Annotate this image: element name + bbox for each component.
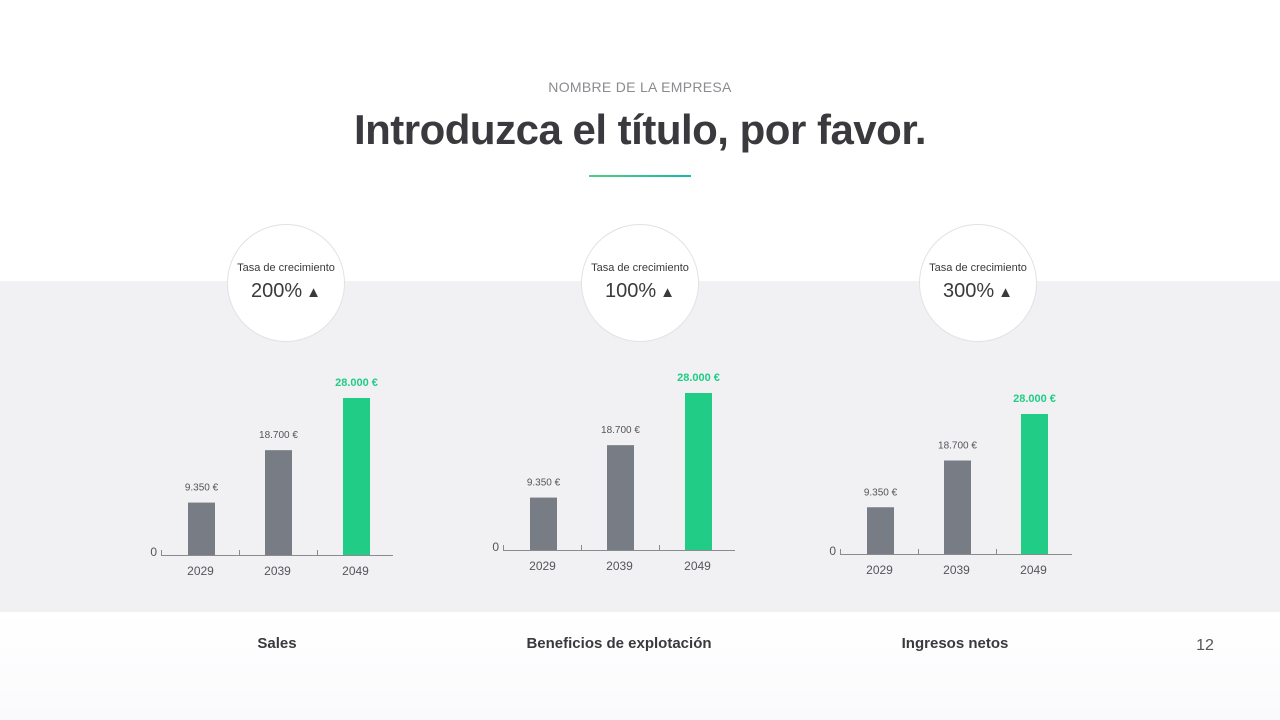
data-label-2039: 18.700 € xyxy=(259,430,298,441)
growth-label: Tasa de crecimiento xyxy=(591,262,689,274)
bar-2039 xyxy=(265,450,292,555)
page-number: 12 xyxy=(1196,637,1214,654)
growth-value-text: 100% xyxy=(604,280,657,302)
bar-2029 xyxy=(530,497,557,550)
x-tick-label-2029: 2029 xyxy=(187,564,214,578)
data-label-2049: 28.000 € xyxy=(335,377,378,389)
data-label-2039: 18.700 € xyxy=(601,425,640,436)
growth-badge-net-income: Tasa de crecimiento 300% ▲ xyxy=(919,224,1037,342)
y-zero-label: 0 xyxy=(829,544,836,558)
growth-value: 200% ▲ xyxy=(228,280,344,303)
x-tick-label-2039: 2039 xyxy=(264,564,291,578)
data-label-2029: 9.350 € xyxy=(864,487,898,498)
arrow-up-icon: ▲ xyxy=(660,284,675,301)
bar-2029 xyxy=(867,507,894,554)
growth-badge-operating-profit: Tasa de crecimiento 100% ▲ xyxy=(581,224,699,342)
bar-2039 xyxy=(944,460,971,554)
title-divider xyxy=(589,175,691,177)
growth-badge-sales: Tasa de crecimiento 200% ▲ xyxy=(227,224,345,342)
x-tick-label-2049: 2049 xyxy=(1020,563,1047,577)
growth-value: 300% ▲ xyxy=(920,280,1036,303)
data-label-2029: 9.350 € xyxy=(527,478,561,489)
bar-2049 xyxy=(685,393,712,550)
x-tick-label-2049: 2049 xyxy=(684,559,711,573)
x-tick-label-2039: 2039 xyxy=(943,563,970,577)
bar-2049 xyxy=(343,398,370,555)
growth-value-text: 200% xyxy=(250,280,303,302)
y-zero-label: 0 xyxy=(150,545,157,559)
arrow-up-icon: ▲ xyxy=(306,284,321,301)
growth-value: 100% ▲ xyxy=(582,280,698,303)
bar-2049 xyxy=(1021,414,1048,554)
x-tick-label-2029: 2029 xyxy=(529,559,556,573)
growth-value-text: 300% xyxy=(942,280,995,302)
x-tick-label-2029: 2029 xyxy=(866,563,893,577)
growth-label: Tasa de crecimiento xyxy=(929,262,1027,274)
data-label-2049: 28.000 € xyxy=(677,372,720,384)
arrow-up-icon: ▲ xyxy=(998,284,1013,301)
data-label-2049: 28.000 € xyxy=(1013,393,1056,405)
bar-2029 xyxy=(188,502,215,555)
caption-operating-profit: Beneficios de explotación xyxy=(526,635,712,652)
data-label-2029: 9.350 € xyxy=(185,483,219,494)
growth-label: Tasa de crecimiento xyxy=(237,262,335,274)
caption-sales: Sales xyxy=(257,635,297,652)
caption-area xyxy=(0,612,1280,720)
caption-net-income: Ingresos netos xyxy=(901,635,1009,652)
x-tick-label-2049: 2049 xyxy=(342,564,369,578)
company-name: NOMBRE DE LA EMPRESA xyxy=(548,79,732,95)
bar-2039 xyxy=(607,445,634,550)
slide-title: Introduzca el título, por favor. xyxy=(353,106,927,153)
x-tick-label-2039: 2039 xyxy=(606,559,633,573)
data-label-2039: 18.700 € xyxy=(938,441,977,452)
y-zero-label: 0 xyxy=(492,540,499,554)
